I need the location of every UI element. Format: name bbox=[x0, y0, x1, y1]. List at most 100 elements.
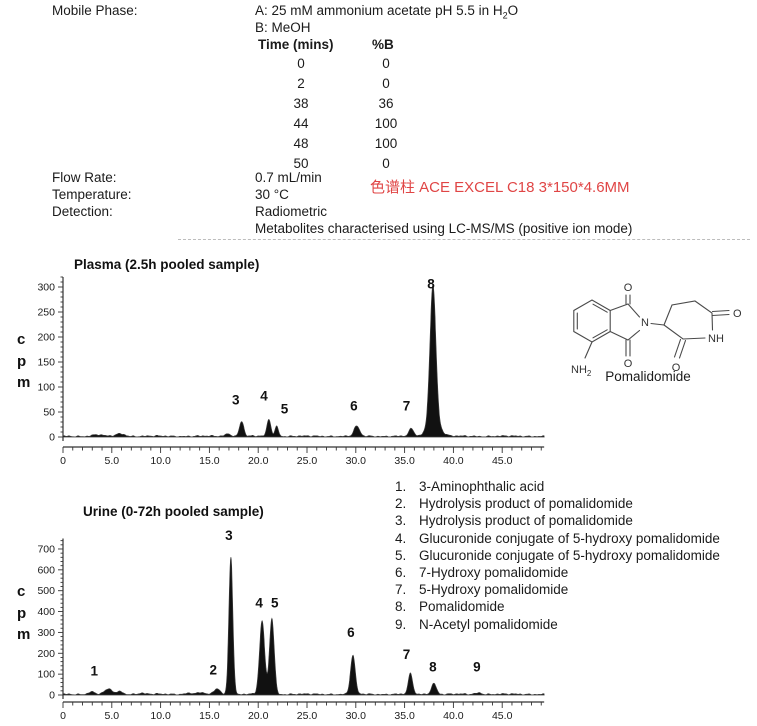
metabolite-key-list: 1. 3-Aminophthalic acid 2. Hydrolysis produ… bbox=[395, 478, 720, 633]
gradient-percent-b-cell: 100 bbox=[374, 136, 398, 151]
metabolite-key-number: 8. bbox=[395, 599, 407, 615]
y-tick-label: 50 bbox=[43, 407, 55, 419]
metabolite-key-text: Hydrolysis product of pomalidomide bbox=[419, 496, 633, 512]
y-tick-label: 700 bbox=[37, 543, 55, 555]
gradient-percent-b-cell: 100 bbox=[374, 116, 398, 131]
gradient-col-b: %B bbox=[372, 37, 394, 52]
gradient-time-cell: 2 bbox=[297, 76, 305, 91]
x-tick-label: 5.0 bbox=[104, 710, 119, 722]
mobile-phase-a: A: 25 mM ammonium acetate pH 5.5 in H2O bbox=[255, 3, 518, 24]
metabolite-key-item: 9. N-Acetyl pomalidomide bbox=[395, 616, 720, 633]
y-tick-label: 200 bbox=[37, 648, 55, 660]
flow-rate-value: 0.7 mL/min bbox=[255, 170, 322, 185]
metabolite-key-number: 2. bbox=[395, 496, 407, 512]
metabolite-key-item: 4. Glucuronide conjugate of 5-hydroxy pom… bbox=[395, 530, 720, 547]
x-tick-label: 30.0 bbox=[346, 710, 367, 722]
atom-label-o: O bbox=[624, 282, 633, 294]
benzene-ring bbox=[573, 299, 611, 343]
peak-label-4: 4 bbox=[255, 596, 263, 611]
x-tick-label: 15.0 bbox=[199, 710, 220, 722]
urine-chromatogram: Urine (0-72h pooled sample) 0 100 200 300 400… bbox=[37, 504, 545, 722]
atom-label-o: O bbox=[733, 308, 742, 320]
peak-label-4: 4 bbox=[260, 389, 268, 404]
metabolite-key-item: 2. Hydrolysis product of pomalidomide bbox=[395, 495, 720, 512]
peak-label-3: 3 bbox=[225, 528, 233, 543]
metabolite-key-text: 3-Aminophthalic acid bbox=[419, 479, 545, 494]
radio-trace bbox=[62, 557, 545, 696]
column-annotation-red: 色谱柱 ACE EXCEL C18 3*150*4.6MM bbox=[370, 179, 630, 196]
x-tick-label: 25.0 bbox=[297, 710, 318, 722]
metabolite-key-text: 5-Hydroxy pomalidomide bbox=[419, 582, 569, 598]
x-tick-label: 40.0 bbox=[443, 455, 464, 467]
x-tick-label: 10.0 bbox=[150, 710, 171, 722]
pomalidomide-structure: O O N O NH O NH2 bbox=[571, 282, 742, 378]
cpm-letter: m bbox=[17, 374, 31, 391]
metabolite-key-number: 1. bbox=[395, 479, 407, 494]
mobile-phase-b: B: MeOH bbox=[255, 20, 311, 35]
peak-label-8: 8 bbox=[427, 277, 435, 292]
metabolite-key-number: 5. bbox=[395, 547, 407, 563]
gradient-col-time: Time (mins) bbox=[258, 37, 334, 52]
x-tick-label: 40.0 bbox=[443, 710, 464, 722]
gradient-row: 48 100 bbox=[256, 136, 416, 156]
structure-caption: Pomalidomide bbox=[605, 369, 691, 384]
plasma-chromatogram: Plasma (2.5h pooled sample) 0 50 100 150 200 2… bbox=[37, 257, 545, 467]
atom-label-nh: NH2 bbox=[571, 364, 592, 378]
phase-a-subscript: 2 bbox=[502, 10, 508, 21]
detection-note: Metabolites characterised using LC-MS/MS… bbox=[255, 221, 633, 236]
cpm-letter: p bbox=[17, 604, 27, 622]
metabolite-key-number: 4. bbox=[395, 530, 407, 546]
gradient-percent-b-cell: 0 bbox=[382, 76, 390, 91]
metabolite-key-item: 1. 3-Aminophthalic acid bbox=[395, 478, 720, 495]
phase-a-suffix: O bbox=[507, 3, 519, 18]
metabolite-key-item: 6. 7-Hydroxy pomalidomide bbox=[395, 564, 720, 581]
temperature-label: Temperature: bbox=[52, 187, 132, 202]
y-tick-label: 100 bbox=[37, 382, 55, 394]
x-tick-label: 0 bbox=[60, 710, 66, 722]
x-tick-label: 45.0 bbox=[492, 455, 513, 467]
metabolite-key-text: Hydrolysis product of pomalidomide bbox=[419, 513, 633, 529]
y-tick-label: 100 bbox=[37, 669, 55, 681]
x-tick-label: 10.0 bbox=[150, 455, 171, 467]
phase-a-prefix: A: 25 mM ammonium acetate pH 5.5 in H bbox=[255, 3, 503, 18]
y-tick-label: 200 bbox=[37, 332, 55, 344]
metabolite-key-text: Glucuronide conjugate of 5-hydroxy pomal… bbox=[419, 547, 720, 563]
cpm-letter: c bbox=[17, 583, 26, 600]
chart-title: Plasma (2.5h pooled sample) bbox=[74, 257, 259, 272]
flow-rate-label: Flow Rate: bbox=[52, 170, 117, 185]
gradient-row: 44 100 bbox=[256, 116, 416, 136]
metabolite-key-number: 7. bbox=[395, 582, 407, 598]
metabolite-key-text: 7-Hydroxy pomalidomide bbox=[419, 565, 569, 581]
metabolite-key-text: Glucuronide conjugate of 5-hydroxy pomal… bbox=[419, 530, 720, 546]
atom-label-n: N bbox=[641, 317, 649, 329]
atom-label-nh: NH bbox=[708, 333, 724, 345]
metabolite-key-number: 9. bbox=[395, 616, 407, 632]
metabolite-key-item: 8. Pomalidomide bbox=[395, 598, 720, 615]
peak-label-9: 9 bbox=[473, 659, 481, 674]
x-tick-label: 45.0 bbox=[492, 710, 513, 722]
atom-label-o: O bbox=[624, 358, 633, 370]
metabolite-key-text: Pomalidomide bbox=[419, 599, 505, 615]
gradient-time-cell: 0 bbox=[297, 56, 305, 71]
y-tick-label: 250 bbox=[37, 307, 55, 319]
peak-label-1: 1 bbox=[90, 664, 98, 679]
y-tick-label: 300 bbox=[37, 282, 55, 294]
metabolite-key-number: 3. bbox=[395, 513, 407, 529]
detection-label: Detection: bbox=[52, 204, 113, 219]
x-tick-label: 5.0 bbox=[104, 455, 119, 467]
gradient-row: 38 36 bbox=[256, 96, 416, 116]
cpm-letter: p bbox=[17, 352, 27, 370]
table-divider-dashed bbox=[178, 239, 750, 240]
y-tick-label: 0 bbox=[49, 432, 55, 444]
chart-title: Urine (0-72h pooled sample) bbox=[83, 504, 264, 519]
peak-label-7: 7 bbox=[403, 647, 411, 662]
cpm-letter: m bbox=[17, 626, 31, 643]
y-tick-label: 150 bbox=[37, 357, 55, 369]
y-tick-label: 600 bbox=[37, 564, 55, 576]
x-tick-label: 35.0 bbox=[394, 455, 415, 467]
x-tick-label: 15.0 bbox=[199, 455, 220, 467]
y-tick-label: 500 bbox=[37, 585, 55, 597]
gradient-table: 0 0 2 0 38 36 44 100 48 100 50 0 bbox=[256, 56, 416, 176]
